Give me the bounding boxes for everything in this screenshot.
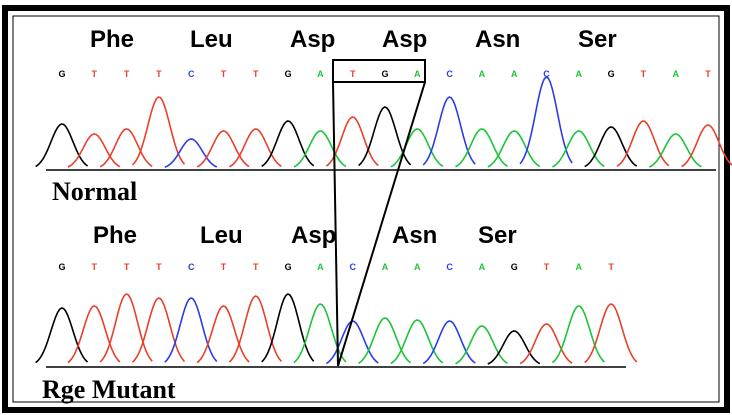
base-call: T — [92, 262, 98, 272]
base-call: G — [511, 262, 518, 272]
base-call: C — [188, 69, 195, 79]
base-call: G — [285, 69, 292, 79]
amino-acid: Phe — [90, 26, 134, 53]
amino-acid: Asp — [382, 26, 427, 53]
base-call: A — [317, 262, 324, 272]
base-call: T — [253, 69, 259, 79]
base-call: T — [608, 262, 614, 272]
panel-label: Rge Mutant — [42, 375, 176, 404]
amino-acid: Leu — [200, 222, 243, 249]
amino-acid: Asn — [475, 26, 520, 53]
base-call: T — [641, 69, 647, 79]
base-call: A — [479, 262, 486, 272]
base-call: T — [124, 69, 130, 79]
amino-acid: Ser — [578, 26, 617, 53]
base-call: A — [479, 69, 486, 79]
base-call: A — [576, 69, 583, 79]
base-call: G — [608, 69, 615, 79]
base-call: G — [381, 69, 388, 79]
base-call: T — [705, 69, 711, 79]
amino-acid: Ser — [478, 222, 517, 249]
base-call: C — [446, 262, 453, 272]
base-call: G — [58, 69, 65, 79]
base-call: A — [382, 262, 389, 272]
base-call: T — [221, 262, 227, 272]
background — [0, 0, 732, 415]
figure: Normal Rge Mutant Phe Leu Asp Asp Asn Ser G T T T… — [0, 0, 732, 415]
base-call: A — [576, 262, 583, 272]
amino-acid: Asp — [291, 222, 336, 249]
base-call: A — [672, 69, 679, 79]
base-call: C — [543, 69, 550, 79]
base-call: C — [446, 69, 453, 79]
base-call: A — [317, 69, 324, 79]
base-call: T — [544, 262, 550, 272]
amino-acid: Asp — [290, 26, 335, 53]
base-call: T — [350, 69, 356, 79]
base-call: G — [58, 262, 65, 272]
amino-acid: Leu — [190, 26, 233, 53]
base-call: A — [414, 69, 421, 79]
base-call: G — [285, 262, 292, 272]
base-call: T — [92, 69, 98, 79]
base-call: A — [511, 69, 518, 79]
base-call: T — [221, 69, 227, 79]
panel-label: Normal — [52, 177, 137, 206]
base-call: T — [253, 262, 259, 272]
amino-acid: Asn — [392, 222, 437, 249]
base-call: A — [414, 262, 421, 272]
base-call: C — [188, 262, 195, 272]
amino-acid: Phe — [93, 222, 137, 249]
base-call: T — [124, 262, 130, 272]
base-call: T — [156, 262, 162, 272]
base-call: C — [349, 262, 356, 272]
base-call: T — [156, 69, 162, 79]
